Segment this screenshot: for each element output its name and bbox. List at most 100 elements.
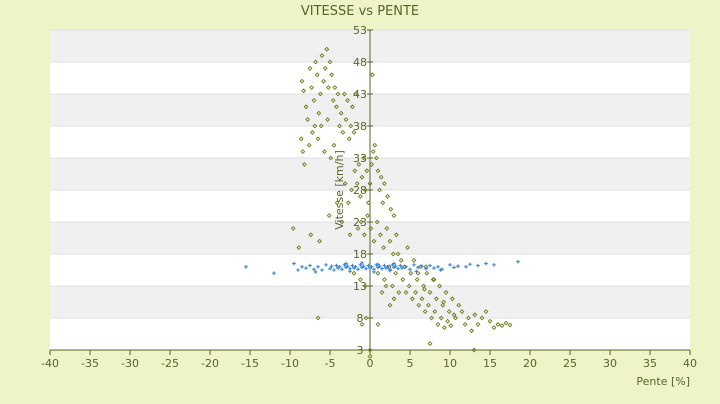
data-point-plus: [380, 266, 384, 271]
data-point-diamond: [314, 72, 320, 78]
data-point-plus: [385, 265, 390, 269]
data-point-diamond: [387, 238, 393, 244]
series-plus-points: [244, 259, 520, 275]
data-point-diamond: [357, 193, 363, 199]
data-point-diamond: [448, 323, 454, 329]
data-point-diamond: [306, 142, 312, 148]
data-point-diamond: [333, 104, 339, 110]
data-point-diamond: [330, 97, 336, 103]
data-point-diamond: [365, 200, 371, 206]
data-point-diamond: [324, 46, 330, 52]
data-point-diamond: [337, 123, 343, 129]
data-point-plus: [304, 266, 308, 270]
data-point-diamond: [301, 161, 307, 167]
x-tick-label: 20: [523, 357, 537, 370]
data-point-plus: [358, 263, 363, 267]
data-point-plus: [398, 263, 403, 268]
data-point-diamond: [326, 213, 332, 219]
data-point-diamond: [372, 142, 378, 148]
data-point-plus: [516, 259, 520, 264]
data-point-plus: [364, 266, 368, 271]
data-point-plus: [452, 265, 456, 270]
x-tick-label: 10: [443, 357, 457, 370]
data-point-diamond: [408, 270, 414, 276]
data-point-diamond: [507, 322, 513, 328]
data-point-diamond: [349, 104, 355, 110]
data-point-diamond: [347, 232, 353, 238]
data-point-diamond: [427, 341, 433, 347]
data-point-plus: [393, 264, 398, 268]
data-point-plus: [448, 263, 452, 267]
y-tick-label: 28: [353, 184, 367, 197]
data-point-diamond: [416, 302, 422, 308]
data-point-diamond: [446, 309, 452, 315]
data-point-diamond: [339, 219, 345, 225]
data-point-diamond: [298, 136, 304, 142]
data-point-diamond: [300, 149, 306, 155]
data-point-diamond: [357, 277, 363, 283]
data-point-diamond: [381, 181, 387, 187]
data-point-diamond: [465, 315, 471, 321]
data-point-diamond: [377, 187, 383, 193]
x-tick-label: -25: [161, 357, 179, 370]
data-point-diamond: [440, 302, 446, 308]
data-point-diamond: [425, 302, 431, 308]
data-point-plus: [416, 265, 420, 270]
data-point-diamond: [359, 321, 365, 327]
data-point-diamond: [503, 320, 509, 326]
data-point-diamond: [391, 296, 397, 302]
x-tick-label: 35: [643, 357, 657, 370]
data-point-diamond: [383, 283, 389, 289]
data-point-diamond: [299, 78, 305, 84]
data-point-diamond: [380, 200, 386, 206]
data-point-diamond: [301, 88, 307, 94]
data-point-diamond: [369, 72, 375, 78]
data-point-plus: [353, 265, 358, 269]
data-point-plus: [324, 263, 328, 267]
data-point-diamond: [352, 168, 358, 174]
data-point-diamond: [431, 277, 437, 283]
data-point-diamond: [445, 318, 451, 324]
data-point-plus: [356, 267, 360, 272]
data-point-diamond: [499, 323, 505, 329]
data-point-diamond: [328, 155, 334, 161]
data-point-plus: [337, 265, 342, 269]
data-point-diamond: [367, 181, 373, 187]
data-point-plus: [292, 261, 296, 266]
data-point-plus: [272, 271, 276, 275]
data-point-plus: [468, 262, 472, 267]
data-point-diamond: [424, 270, 430, 276]
data-point-diamond: [373, 155, 379, 161]
x-tick-label: 0: [367, 357, 374, 370]
data-point-diamond: [432, 309, 438, 315]
data-point-plus: [392, 261, 396, 266]
data-point-diamond: [369, 161, 375, 167]
data-point-plus: [369, 265, 374, 269]
data-point-plus: [424, 266, 428, 271]
data-point-plus: [420, 264, 424, 268]
data-point-diamond: [362, 283, 368, 289]
data-point-diamond: [338, 110, 344, 116]
data-point-plus: [308, 263, 312, 268]
data-point-plus: [428, 263, 432, 268]
data-point-diamond: [389, 283, 395, 289]
data-point-diamond: [312, 123, 318, 129]
data-point-plus: [329, 264, 334, 268]
data-point-diamond: [325, 117, 331, 123]
data-point-diamond: [362, 187, 368, 193]
data-point-diamond: [422, 309, 428, 315]
x-tick-label: 30: [603, 357, 617, 370]
data-point-diamond: [456, 302, 462, 308]
data-point-diamond: [409, 296, 415, 302]
data-point-plus: [332, 268, 336, 272]
data-point-plus: [344, 261, 348, 266]
data-point-plus: [400, 266, 404, 270]
data-point-plus: [436, 265, 440, 269]
data-point-plus: [476, 263, 480, 268]
data-point-diamond: [378, 174, 384, 180]
data-point-diamond: [365, 213, 371, 219]
chart-title: VITESSE vs PENTE: [301, 4, 419, 19]
data-point-diamond: [346, 136, 352, 142]
data-point-diamond: [367, 353, 373, 359]
